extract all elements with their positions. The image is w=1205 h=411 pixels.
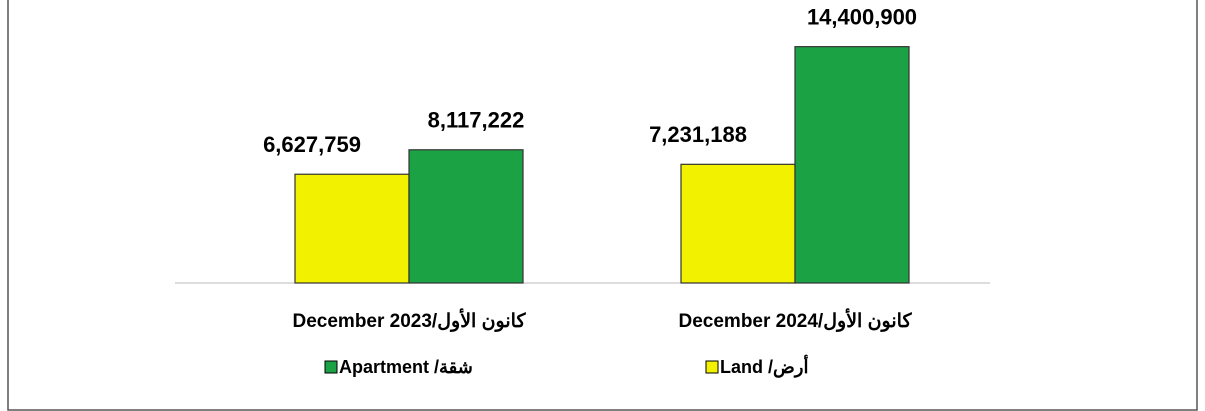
bar [294,173,410,284]
data-label: 7,231,188 [649,122,747,147]
legend-label: Apartment /شقة [339,357,473,377]
bar [794,46,910,284]
frame [7,0,1198,411]
data-label: 14,400,900 [807,4,917,29]
legend-swatch [324,360,338,374]
data-label: 8,117,222 [428,108,525,133]
x-tick-label: December 2023/كانون الأول [293,308,527,332]
legend-label: Land /أرض [720,355,808,378]
data-label: 6,627,759 [263,132,361,157]
bar [680,163,796,284]
x-tick-label: December 2024/كانون الأول [679,308,913,332]
legend-swatch [705,360,719,374]
bar [408,149,524,284]
